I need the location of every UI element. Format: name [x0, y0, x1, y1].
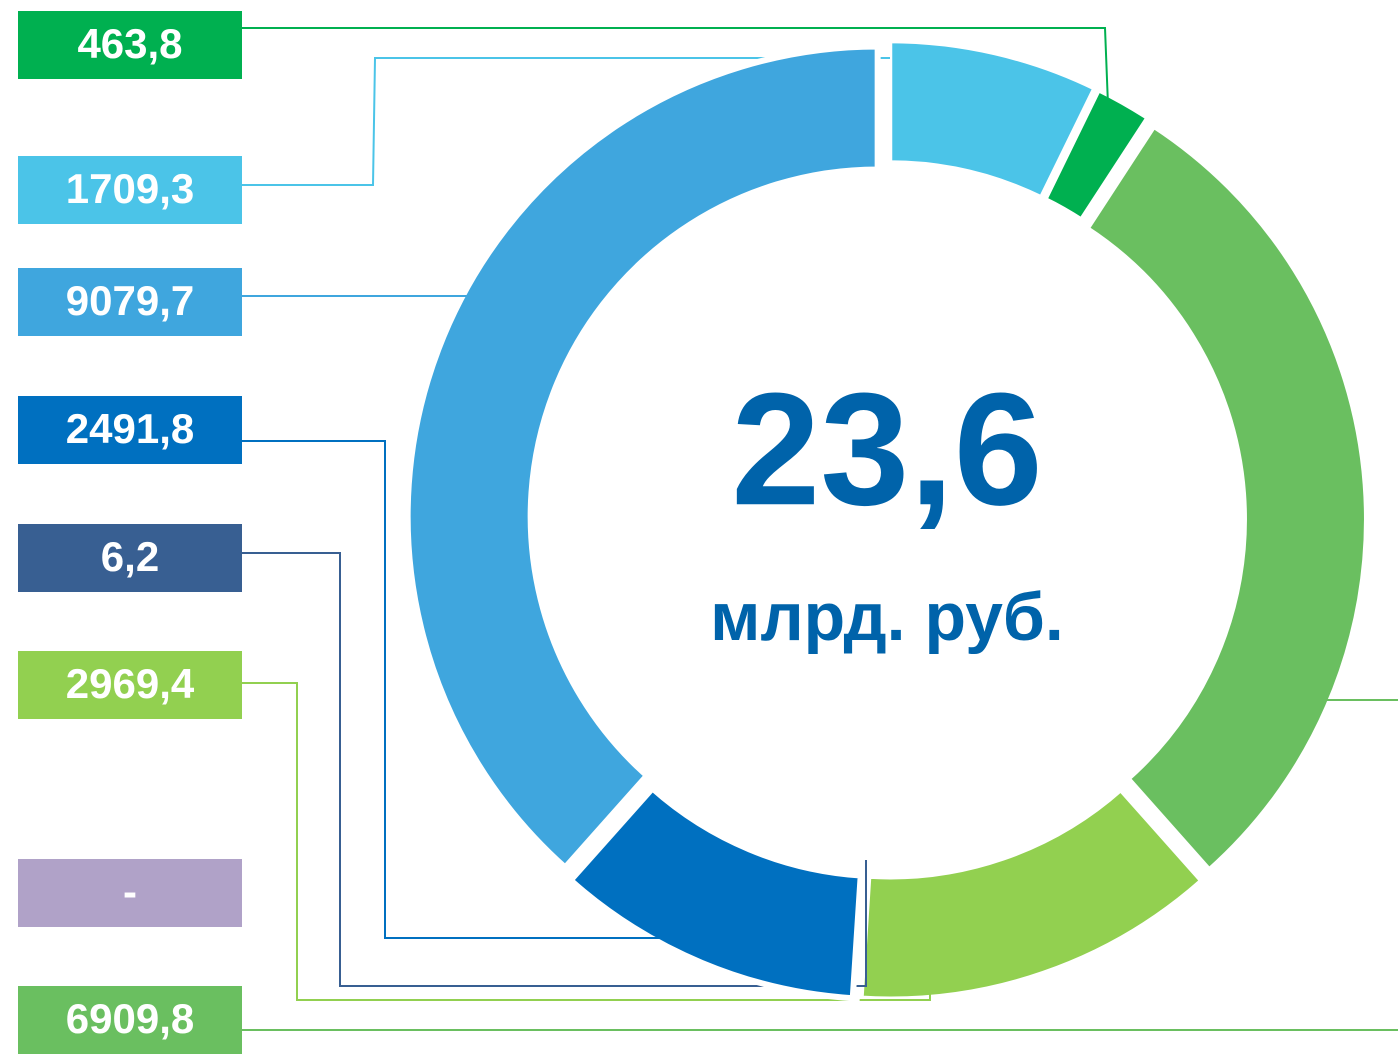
label-box: [18, 651, 242, 719]
label-box: [18, 156, 242, 224]
value-label: 463,8: [77, 20, 182, 67]
leader-line: [242, 552, 867, 987]
slice: [857, 784, 1207, 1003]
value-label: 2491,8: [66, 405, 194, 452]
leader-line: [242, 27, 1109, 106]
leader-line: [242, 57, 890, 186]
label-box: [18, 396, 242, 464]
center-unit: млрд. руб.: [710, 579, 1064, 655]
value-label: 6,2: [101, 533, 159, 580]
label-box: [18, 268, 242, 336]
slice: [404, 43, 881, 872]
label-box: [18, 524, 242, 592]
slice: [1082, 121, 1370, 875]
slice: [852, 873, 868, 1003]
leader-line: [242, 682, 931, 1001]
label-box: [18, 859, 242, 927]
center-value: 23,6: [731, 359, 1042, 538]
leader-line: [242, 440, 690, 939]
value-label: 2969,4: [66, 660, 195, 707]
value-label: 1709,3: [66, 165, 194, 212]
label-box: [18, 11, 242, 79]
value-label: -: [123, 868, 137, 915]
value-label: 9079,7: [66, 277, 194, 324]
slice: [566, 784, 864, 1002]
slice: [1040, 85, 1153, 225]
value-label: 6909,8: [66, 995, 194, 1042]
label-box: [18, 986, 242, 1054]
